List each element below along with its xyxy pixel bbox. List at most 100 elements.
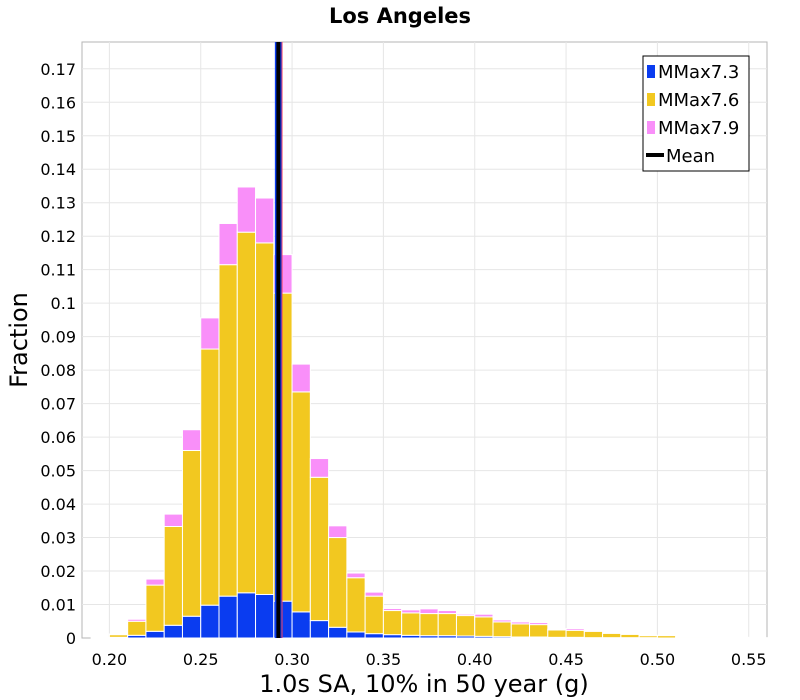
bar-mmax73 [218, 595, 238, 639]
bar-mmax76 [455, 615, 476, 637]
bar-mmax79 [419, 608, 439, 615]
bar-mmax79 [346, 572, 366, 579]
bar-mmax76 [675, 636, 695, 639]
bar-mmax79 [547, 628, 567, 631]
bar-mmax79 [510, 621, 531, 625]
bar-mmax76 [401, 612, 421, 636]
bar-mmax76 [90, 636, 110, 639]
bar-mmax73 [328, 626, 348, 639]
bar-mmax76 [200, 348, 220, 606]
bar-mmax73 [382, 634, 403, 639]
bar-mmax79 [108, 633, 129, 636]
y-axis-title: Fraction [5, 292, 33, 388]
bar-mmax76 [255, 242, 275, 595]
bar-mmax79 [291, 363, 311, 393]
bar-mmax79 [382, 608, 403, 612]
bar-mmax79 [181, 429, 202, 451]
bar-mmax76 [145, 584, 165, 632]
bar-mmax76 [529, 624, 549, 638]
bar-mmax73 [145, 630, 165, 639]
bar-mmax79 [255, 197, 275, 244]
bar-mmax76 [419, 613, 439, 637]
bar-mmax79 [565, 628, 585, 631]
legend-label-mmax73: MMax7.3 [658, 62, 739, 83]
bar-mmax76 [602, 632, 622, 639]
y-tick-label: 0.17 [40, 60, 76, 79]
legend-box [642, 55, 750, 172]
bar-mmax73 [255, 593, 275, 639]
y-tick-label: 0.15 [40, 127, 76, 146]
x-tick-label: 0.55 [731, 650, 767, 669]
bar-mmax79 [492, 619, 512, 623]
bar-mmax79 [200, 317, 220, 350]
bar-mmax76 [163, 526, 183, 626]
y-tick-label: 0.02 [40, 562, 76, 581]
bar-mmax76 [492, 621, 512, 638]
bar-mmax76 [364, 595, 384, 635]
bar-mmax76 [437, 613, 457, 637]
bar-mmax76 [583, 630, 604, 639]
y-tick-labels: 0 0.01 0.02 0.03 0.04 0.05 0.06 0.07 0.08 0.09 0.1… [40, 60, 76, 648]
chart-title: Los Angeles [329, 4, 471, 28]
bar-mmax76 [565, 629, 585, 638]
bar-mmax73 [309, 620, 330, 639]
bar-mmax76 [181, 449, 202, 617]
y-tick-label: 0.08 [40, 361, 76, 380]
x-tick-label: 0.35 [366, 650, 402, 669]
bar-mmax79 [455, 613, 476, 617]
x-tick-label: 0.20 [92, 650, 128, 669]
bar-mmax76 [620, 633, 640, 639]
y-tick-label: 0.06 [40, 428, 76, 447]
y-tick-label: 0.1 [51, 294, 76, 313]
y-tick-label: 0.05 [40, 462, 76, 481]
x-tick-label: 0.50 [640, 650, 676, 669]
x-axis-title: 1.0s SA, 10% in 50 year (g) [259, 670, 588, 698]
bar-mmax73 [236, 592, 257, 639]
legend-swatch-mmax73 [647, 65, 655, 78]
bar-mmax76 [547, 629, 567, 638]
bar-mmax73 [163, 624, 183, 639]
bar-mmax79 [236, 186, 257, 233]
bar-mmax76 [711, 636, 731, 639]
y-tick-label: 0.14 [40, 160, 76, 179]
y-tick-label: 0.03 [40, 529, 76, 548]
bar-mmax79 [127, 618, 147, 622]
bar-mmax73 [346, 631, 366, 639]
x-tick-label: 0.25 [183, 650, 219, 669]
legend-label-mmax76: MMax7.6 [658, 90, 739, 111]
bar-mmax79 [218, 222, 238, 266]
bar-mmax76 [382, 610, 403, 636]
x-tick-labels: 0.20 0.25 0.30 0.35 0.40 0.45 0.50 0.55 [92, 650, 767, 669]
bar-mmax73 [181, 615, 202, 639]
y-tick-label: 0 [66, 629, 76, 648]
x-tick-label: 0.45 [548, 650, 584, 669]
bar-mmax76 [729, 636, 750, 639]
bar-mmax76 [474, 616, 494, 637]
x-tick-label: 0.30 [274, 650, 310, 669]
bar-mmax79 [401, 609, 421, 614]
y-tick-label: 0.16 [40, 93, 76, 112]
bar-mmax76 [656, 635, 677, 639]
legend-swatch-mmax79 [647, 121, 655, 134]
y-tick-label: 0.01 [40, 596, 76, 615]
legend-label-mmax79: MMax7.9 [658, 118, 739, 139]
bar-mmax79 [309, 458, 330, 478]
bar-mmax76 [510, 623, 531, 638]
x-tick-label: 0.40 [457, 650, 493, 669]
y-tick-label: 0.13 [40, 194, 76, 213]
mean-line-layer [274, 42, 283, 638]
bar-mmax76 [291, 391, 311, 613]
bar-mmax79 [474, 613, 494, 618]
bar-mmax79 [163, 513, 183, 528]
bar-mmax76 [127, 620, 147, 636]
bar-mmax76 [346, 577, 366, 633]
bar-mmax73 [200, 604, 220, 639]
legend-swatch-mmax76 [647, 93, 655, 106]
y-tick-label: 0.12 [40, 227, 76, 246]
bar-mmax76 [693, 636, 713, 639]
bar-mmax79 [437, 610, 457, 615]
y-tick-label: 0.07 [40, 395, 76, 414]
bar-mmax79 [364, 591, 384, 597]
bar-mmax73 [291, 611, 311, 639]
